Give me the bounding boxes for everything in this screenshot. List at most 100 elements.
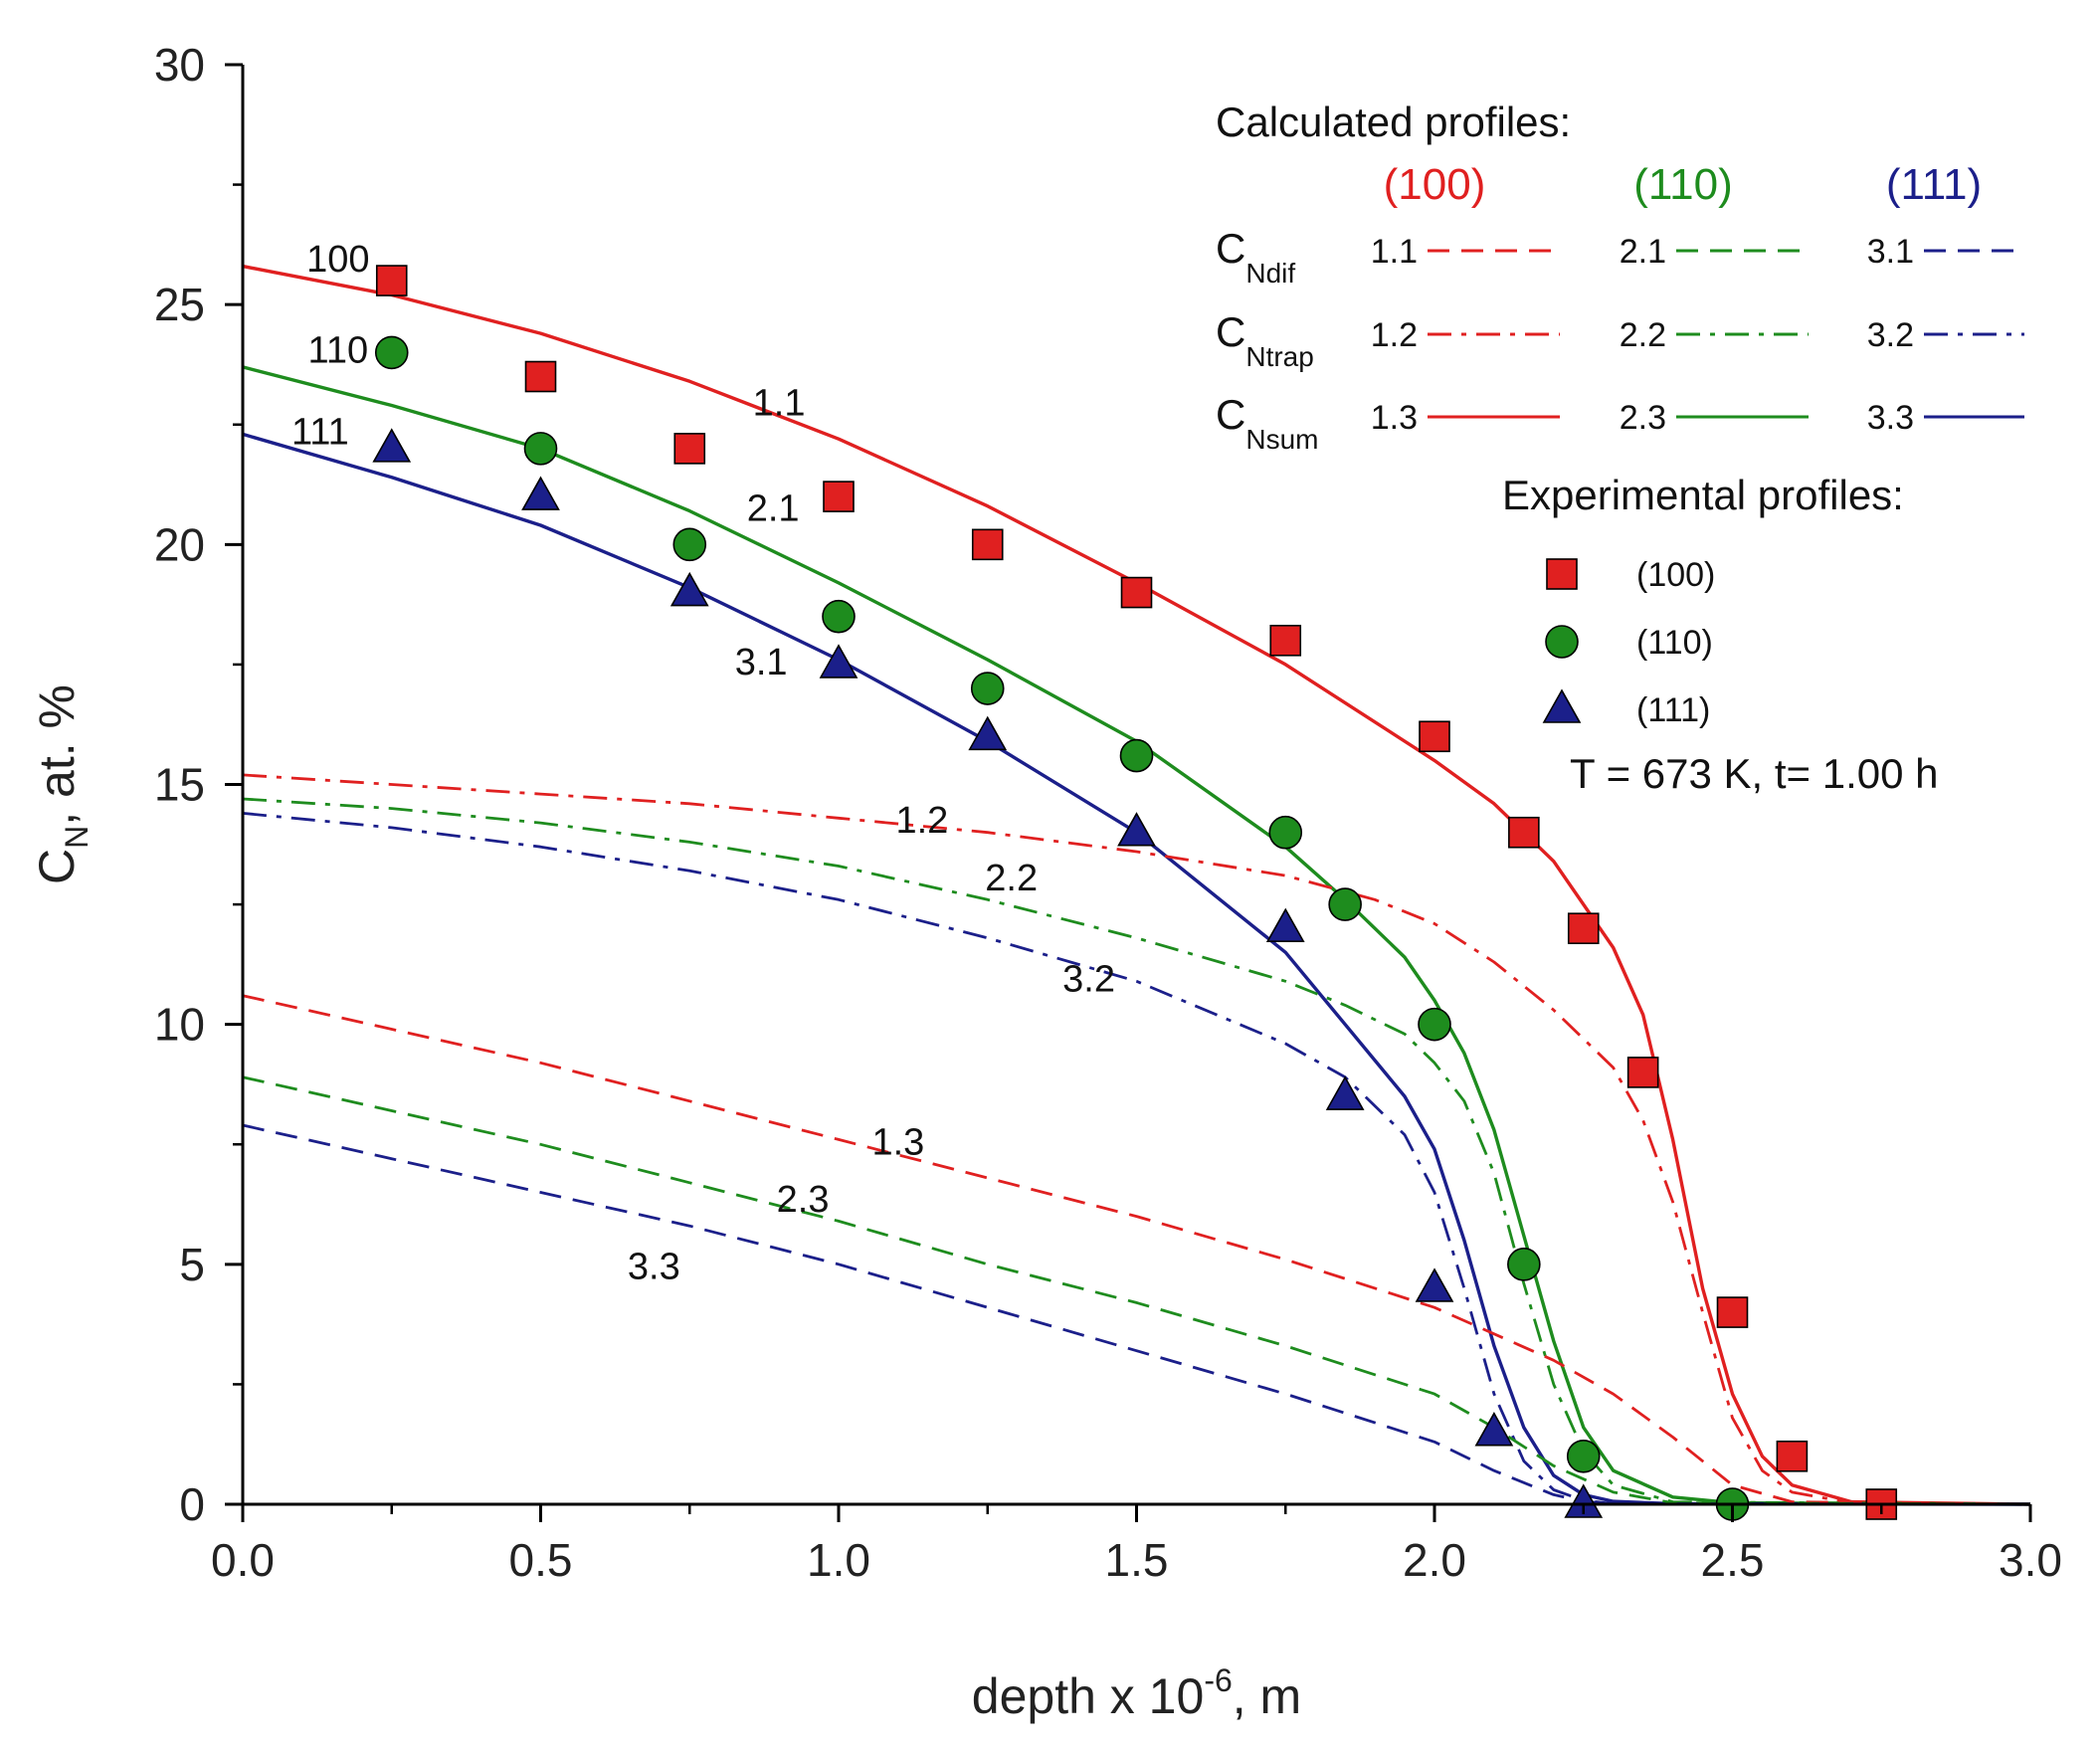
exp-point-square	[971, 528, 1004, 561]
legend-column-110: (110)	[1633, 160, 1732, 209]
x-tick-label: 3.0	[1999, 1534, 2062, 1586]
exp-point-square	[524, 360, 557, 393]
curve-label-1.3: 1.3	[871, 1121, 924, 1163]
curve-1.2	[242, 773, 2031, 1506]
curve-label-2.3: 2.3	[777, 1179, 830, 1221]
curve-label-3.3: 3.3	[628, 1247, 680, 1288]
exp-point-square	[375, 265, 408, 296]
axes: 0.0 0.5 1.0 1.5 2.0 2.5 3.0 0 5 10 15 20 25 30 depth x…	[29, 39, 2062, 1724]
curve-label-110: 110	[308, 329, 369, 371]
exp-point-circle	[374, 335, 409, 370]
exp-point-circle	[523, 432, 558, 466]
legend-condition: T = 673 K, t= 1.00 h	[1570, 750, 1939, 797]
curve-label-111: 111	[291, 411, 349, 453]
exp-point-triangle	[669, 571, 709, 607]
legend-id-1.1: 1.1	[1371, 233, 1418, 271]
exp-point-triangle	[1564, 1483, 1604, 1518]
legend-id-2.1: 2.1	[1620, 233, 1666, 271]
legend-calculated-title: Calculated profiles:	[1216, 98, 1571, 145]
exp-point-triangle	[1325, 1075, 1365, 1110]
y-axis-title-main: C	[29, 849, 85, 884]
curve-1.1	[242, 264, 2031, 1506]
exp-point-triangle	[819, 644, 859, 679]
curve-label-2.2: 2.2	[985, 858, 1038, 899]
exp-point-square	[1567, 912, 1600, 945]
exp-point-circle	[1566, 1439, 1601, 1473]
x-tick-label: 2.0	[1403, 1534, 1466, 1586]
legend-marker-circle	[1545, 625, 1579, 659]
legend-column-111: (111)	[1886, 160, 1982, 209]
x-tick-label: 1.0	[807, 1534, 870, 1586]
legend-row-label-Nsum: CNsum	[1216, 391, 1318, 455]
legend-id-1.2: 1.2	[1371, 316, 1418, 354]
curve-3.2	[242, 812, 2031, 1506]
curve-label-1.2: 1.2	[895, 800, 948, 842]
x-tick-label: 0.0	[211, 1534, 275, 1586]
exp-point-circle	[1268, 815, 1303, 850]
x-axis-title: depth x 10-6, m	[972, 1662, 1301, 1724]
curve-label-1.1: 1.1	[753, 382, 806, 424]
y-axis-title-unit: , at. %	[29, 684, 85, 826]
curve-2.3	[242, 1075, 2031, 1506]
legend-id-2.3: 2.3	[1620, 399, 1666, 437]
exp-point-square	[1716, 1296, 1749, 1328]
legend-marker-square	[1546, 558, 1578, 590]
y-axis-title-sub: N	[59, 826, 95, 849]
exp-point-square	[1508, 816, 1540, 849]
curve-label-2.1: 2.1	[747, 488, 800, 530]
exp-point-triangle	[1415, 1267, 1454, 1302]
legend-id-3.1: 3.1	[1867, 233, 1914, 271]
exp-point-circle	[1119, 738, 1154, 773]
y-axis-title: CN, at. %	[29, 684, 95, 884]
x-axis-title-main: depth x 10	[972, 1668, 1205, 1724]
exp-point-square	[1776, 1440, 1809, 1472]
exp-point-triangle	[1474, 1412, 1514, 1447]
legend-id-3.2: 3.2	[1867, 316, 1914, 354]
legend-row-label-sub: Nsum	[1245, 424, 1318, 455]
y-tick-label: 15	[154, 759, 205, 811]
exp-point-triangle	[372, 428, 412, 463]
exp-point-square	[1626, 1057, 1659, 1088]
exp-point-square	[1120, 576, 1153, 609]
y-tick-label: 5	[179, 1239, 205, 1290]
curve-2.1	[242, 365, 2031, 1506]
exp-point-triangle	[1117, 812, 1156, 847]
curve-label-100: 100	[306, 239, 369, 281]
y-tick-label: 0	[179, 1478, 205, 1530]
legend-experimental-title: Experimental profiles:	[1502, 472, 1904, 518]
calculated-curves	[242, 264, 2031, 1506]
y-tick-label: 30	[154, 39, 205, 91]
x-tick-label: 2.5	[1701, 1534, 1765, 1586]
exp-point-circle	[970, 672, 1005, 705]
exp-point-square	[823, 481, 855, 512]
legend-id-3.3: 3.3	[1867, 399, 1914, 437]
legend-row-label-main: C	[1216, 308, 1245, 355]
curve-1.3	[242, 994, 2031, 1506]
exp-point-circle	[822, 599, 856, 634]
legend-experimental-100: (100)	[1636, 556, 1715, 594]
exp-point-triangle	[1265, 907, 1305, 943]
legend-experimental-111: (111)	[1636, 691, 1710, 729]
legend-row-label-Ntrap: CNtrap	[1216, 308, 1314, 372]
legend-column-100: (100)	[1384, 160, 1486, 209]
exp-point-square	[1269, 624, 1302, 657]
legend-id-1.3: 1.3	[1371, 399, 1418, 437]
y-tick-label: 20	[154, 518, 205, 570]
x-axis-title-unit: , m	[1233, 1668, 1301, 1724]
curve-annotations: 100 110 111 1.1 2.1 3.1 1.2 2.2 3.2 1.3 2.3 3.3	[291, 239, 1115, 1288]
curve-2.2	[242, 797, 2031, 1506]
x-axis-title-exponent: -6	[1204, 1662, 1232, 1698]
legend-id-2.2: 2.2	[1620, 316, 1666, 354]
legend-row-label-main: C	[1216, 225, 1245, 272]
legend: Calculated profiles: (100) (110) (111) CNdif…	[1216, 98, 2024, 797]
curve-3.3	[242, 1123, 2031, 1506]
exp-point-triangle	[968, 715, 1008, 751]
x-tick-label: 0.5	[509, 1534, 573, 1586]
y-tick-label: 10	[154, 999, 205, 1051]
exp-point-triangle	[521, 476, 560, 510]
legend-row-label-Ndif: CNdif	[1216, 225, 1295, 289]
exp-point-circle	[672, 527, 707, 562]
legend-row-label-sub: Ndif	[1245, 258, 1295, 289]
curve-label-3.2: 3.2	[1062, 958, 1115, 1000]
